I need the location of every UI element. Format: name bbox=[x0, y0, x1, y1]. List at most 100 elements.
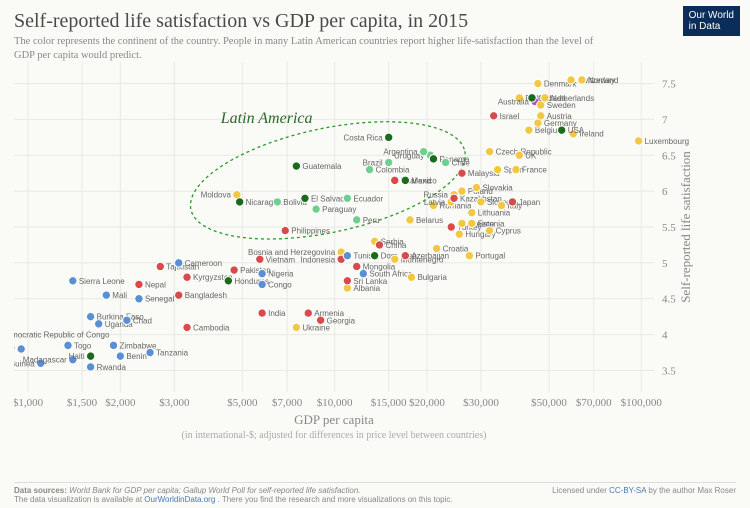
data-point[interactable] bbox=[343, 194, 351, 202]
data-point[interactable] bbox=[281, 226, 289, 234]
data-point[interactable] bbox=[537, 112, 545, 120]
data-point[interactable] bbox=[465, 251, 473, 259]
point-label: Israel bbox=[500, 112, 520, 121]
data-point[interactable] bbox=[525, 126, 533, 134]
data-point[interactable] bbox=[86, 352, 94, 360]
data-point[interactable] bbox=[109, 341, 117, 349]
data-point[interactable] bbox=[292, 323, 300, 331]
data-point[interactable] bbox=[458, 169, 466, 177]
data-point[interactable] bbox=[447, 223, 455, 231]
data-point[interactable] bbox=[541, 94, 549, 102]
scatter-chart: $1,000$1,500$2,000$3,000$5,000$7,000$10,… bbox=[14, 62, 694, 442]
data-point[interactable] bbox=[135, 280, 143, 288]
data-point[interactable] bbox=[86, 363, 94, 371]
data-point[interactable] bbox=[343, 251, 351, 259]
avail-link[interactable]: OurWorldinData.org bbox=[144, 495, 215, 504]
data-point[interactable] bbox=[156, 262, 164, 270]
svg-text:3.5: 3.5 bbox=[662, 365, 676, 377]
data-point[interactable] bbox=[455, 230, 463, 238]
data-point[interactable] bbox=[634, 137, 642, 145]
data-point[interactable] bbox=[273, 198, 281, 206]
data-point[interactable] bbox=[578, 76, 586, 84]
data-point[interactable] bbox=[353, 216, 361, 224]
data-point[interactable] bbox=[230, 266, 238, 274]
point-label: USA bbox=[568, 126, 585, 135]
data-point[interactable] bbox=[64, 341, 72, 349]
data-point[interactable] bbox=[401, 251, 409, 259]
data-point[interactable] bbox=[258, 280, 266, 288]
data-point[interactable] bbox=[375, 241, 383, 249]
svg-text:$100,000: $100,000 bbox=[621, 397, 663, 409]
data-point[interactable] bbox=[458, 219, 466, 227]
data-point[interactable] bbox=[458, 187, 466, 195]
data-point[interactable] bbox=[485, 226, 493, 234]
data-point[interactable] bbox=[175, 291, 183, 299]
data-point[interactable] bbox=[384, 158, 392, 166]
data-point[interactable] bbox=[258, 269, 266, 277]
data-point[interactable] bbox=[567, 76, 575, 84]
data-point[interactable] bbox=[391, 176, 399, 184]
data-point[interactable] bbox=[472, 183, 480, 191]
data-point[interactable] bbox=[489, 112, 497, 120]
data-point[interactable] bbox=[528, 94, 536, 102]
data-point[interactable] bbox=[183, 273, 191, 281]
data-point[interactable] bbox=[353, 262, 361, 270]
data-point[interactable] bbox=[401, 176, 409, 184]
data-point[interactable] bbox=[258, 309, 266, 317]
point-label: Chile bbox=[452, 158, 471, 167]
data-point[interactable] bbox=[515, 151, 523, 159]
data-point[interactable] bbox=[292, 162, 300, 170]
data-point[interactable] bbox=[301, 194, 309, 202]
data-point[interactable] bbox=[343, 277, 351, 285]
data-point[interactable] bbox=[183, 323, 191, 331]
data-point[interactable] bbox=[135, 295, 143, 303]
data-point[interactable] bbox=[391, 255, 399, 263]
data-point[interactable] bbox=[304, 309, 312, 317]
point-label: Togo bbox=[74, 341, 92, 350]
data-point[interactable] bbox=[69, 277, 77, 285]
data-point[interactable] bbox=[102, 291, 110, 299]
point-label: Netherlands bbox=[551, 94, 594, 103]
data-point[interactable] bbox=[224, 277, 232, 285]
point-label: Haiti bbox=[69, 352, 85, 361]
data-point[interactable] bbox=[557, 126, 565, 134]
svg-text:$30,000: $30,000 bbox=[463, 397, 499, 409]
data-point[interactable] bbox=[86, 312, 94, 320]
data-point[interactable] bbox=[370, 251, 378, 259]
data-point[interactable] bbox=[468, 208, 476, 216]
data-point[interactable] bbox=[235, 198, 243, 206]
point-label: Senegal bbox=[145, 295, 175, 304]
data-point[interactable] bbox=[477, 198, 485, 206]
data-point[interactable] bbox=[534, 79, 542, 87]
data-point[interactable] bbox=[493, 165, 501, 173]
data-point[interactable] bbox=[312, 205, 320, 213]
data-point[interactable] bbox=[508, 198, 516, 206]
data-point[interactable] bbox=[450, 194, 458, 202]
data-point[interactable] bbox=[384, 133, 392, 141]
data-point[interactable] bbox=[485, 147, 493, 155]
data-point[interactable] bbox=[116, 352, 124, 360]
data-point[interactable] bbox=[175, 259, 183, 267]
license-link[interactable]: CC-BY-SA bbox=[609, 486, 646, 495]
data-point[interactable] bbox=[497, 201, 505, 209]
data-point[interactable] bbox=[429, 155, 437, 163]
footer-right: Licensed under CC-BY-SA by the author Ma… bbox=[552, 486, 736, 504]
data-point[interactable] bbox=[94, 320, 102, 328]
data-point[interactable] bbox=[17, 345, 25, 353]
data-point[interactable] bbox=[123, 316, 131, 324]
data-point[interactable] bbox=[512, 165, 520, 173]
point-label: Rwanda bbox=[97, 363, 127, 372]
footer-left: Data sources: World Bank for GDP per cap… bbox=[14, 486, 453, 504]
data-point[interactable] bbox=[146, 348, 154, 356]
data-point[interactable] bbox=[406, 216, 414, 224]
data-point[interactable] bbox=[432, 244, 440, 252]
avail-tail: . There you find the research and more v… bbox=[218, 495, 453, 504]
svg-text:Self-reported life satisfactio: Self-reported life satisfaction bbox=[678, 151, 693, 303]
point-label: Brazil bbox=[363, 158, 383, 167]
data-point[interactable] bbox=[441, 158, 449, 166]
point-label: Mexico bbox=[411, 176, 437, 185]
data-point[interactable] bbox=[468, 219, 476, 227]
data-point[interactable] bbox=[407, 273, 415, 281]
data-point[interactable] bbox=[419, 147, 427, 155]
point-label: Austria bbox=[547, 112, 572, 121]
